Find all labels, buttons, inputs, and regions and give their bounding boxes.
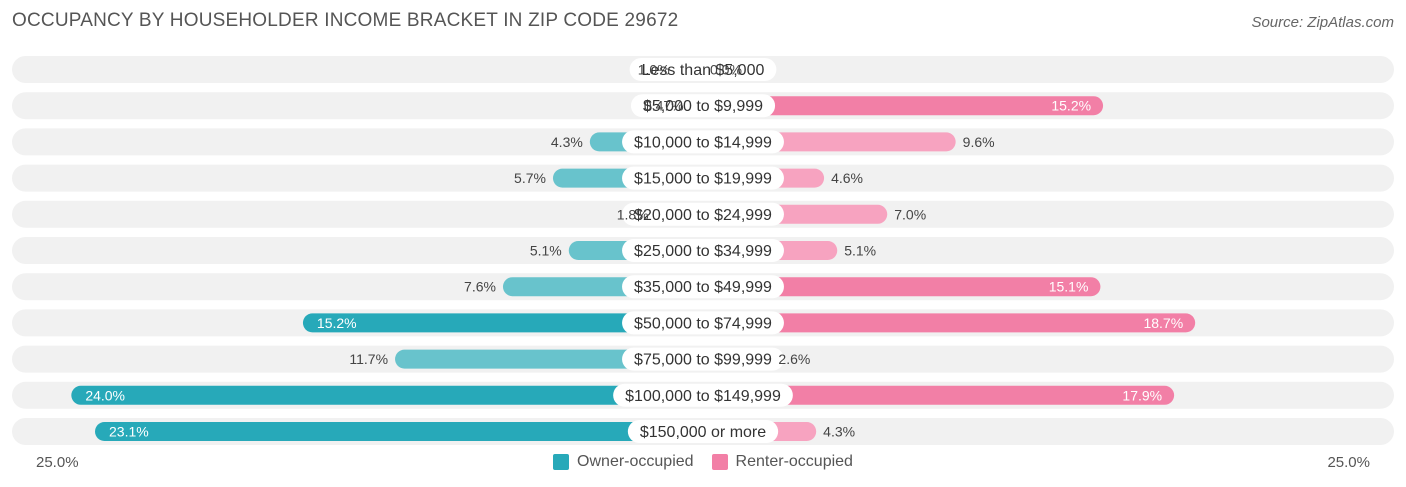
category-pill: [622, 311, 784, 335]
renter-value-label: 4.6%: [831, 170, 863, 186]
owner-value-label: 0.47%: [644, 98, 684, 114]
legend: Owner-occupied Renter-occupied: [0, 453, 1406, 471]
category-pill: [622, 347, 784, 371]
category-label: $15,000 to $19,999: [634, 171, 772, 188]
owner-value-label: 5.7%: [514, 170, 546, 186]
owner-bar: [95, 422, 704, 441]
category-pill: [622, 239, 784, 262]
owner-value-label: 23.1%: [109, 424, 149, 440]
legend-item-renter: Renter-occupied: [711, 453, 853, 471]
renter-value-label: 4.3%: [823, 424, 855, 440]
category-pill: [622, 166, 784, 190]
legend-swatch-owner: [553, 454, 570, 470]
renter-bar: [703, 277, 1101, 297]
renter-value-label: 18.7%: [1143, 315, 1183, 331]
owner-value-label: 11.7%: [349, 351, 388, 367]
renter-value-label: 15.2%: [1051, 98, 1091, 114]
category-pill: [629, 58, 777, 81]
renter-bar: [703, 313, 1196, 333]
owner-value-label: 7.6%: [464, 279, 496, 295]
category-pill: [622, 275, 784, 299]
legend-label-renter: Renter-occupied: [735, 453, 853, 470]
category-pill: [627, 420, 779, 443]
category-label: $20,000 to $24,999: [634, 207, 772, 224]
renter-value-label: 5.1%: [844, 243, 876, 259]
category-label: $100,000 to $149,999: [625, 388, 781, 405]
legend-swatch-renter: [711, 454, 728, 470]
category-label: $75,000 to $99,999: [634, 352, 772, 369]
category-label: $25,000 to $34,999: [634, 243, 772, 260]
chart-source: Source: ZipAtlas.com: [1251, 14, 1394, 31]
legend-label-owner: Owner-occupied: [577, 453, 694, 470]
renter-value-label: 2.6%: [778, 351, 810, 367]
renter-bar: [703, 385, 1175, 405]
category-label: Less than $5,000: [642, 62, 765, 79]
renter-value-label: 0.0%: [710, 62, 742, 78]
chart-title: OCCUPANCY BY HOUSEHOLDER INCOME BRACKET …: [12, 10, 679, 31]
category-label: $5,000 to $9,999: [643, 98, 763, 115]
renter-value-label: 7.0%: [894, 206, 926, 222]
legend-item-owner: Owner-occupied: [553, 453, 694, 471]
category-label: $150,000 or more: [640, 424, 766, 441]
owner-value-label: 4.3%: [551, 134, 583, 150]
renter-bar: [703, 96, 1104, 116]
owner-value-label: 24.0%: [85, 387, 125, 403]
owner-value-label: 5.1%: [530, 243, 562, 259]
owner-value-label: 1.0%: [638, 62, 670, 78]
category-label: $50,000 to $74,999: [634, 315, 772, 332]
owner-bar: [71, 385, 703, 405]
category-pill: [622, 202, 784, 226]
category-pill: [630, 94, 776, 118]
category-pill: [622, 130, 784, 154]
owner-bar: [302, 313, 703, 333]
owner-value-label: 15.2%: [317, 315, 357, 331]
category-pill: [613, 383, 793, 407]
axis-label-left: 25.0%: [36, 454, 79, 471]
category-label: $35,000 to $49,999: [634, 279, 772, 296]
renter-value-label: 9.6%: [963, 134, 995, 150]
renter-value-label: 17.9%: [1122, 387, 1162, 403]
category-label: $10,000 to $14,999: [634, 134, 772, 151]
owner-value-label: 1.8%: [617, 206, 649, 222]
axis-label-right: 25.0%: [1327, 454, 1370, 471]
renter-value-label: 15.1%: [1049, 279, 1089, 295]
